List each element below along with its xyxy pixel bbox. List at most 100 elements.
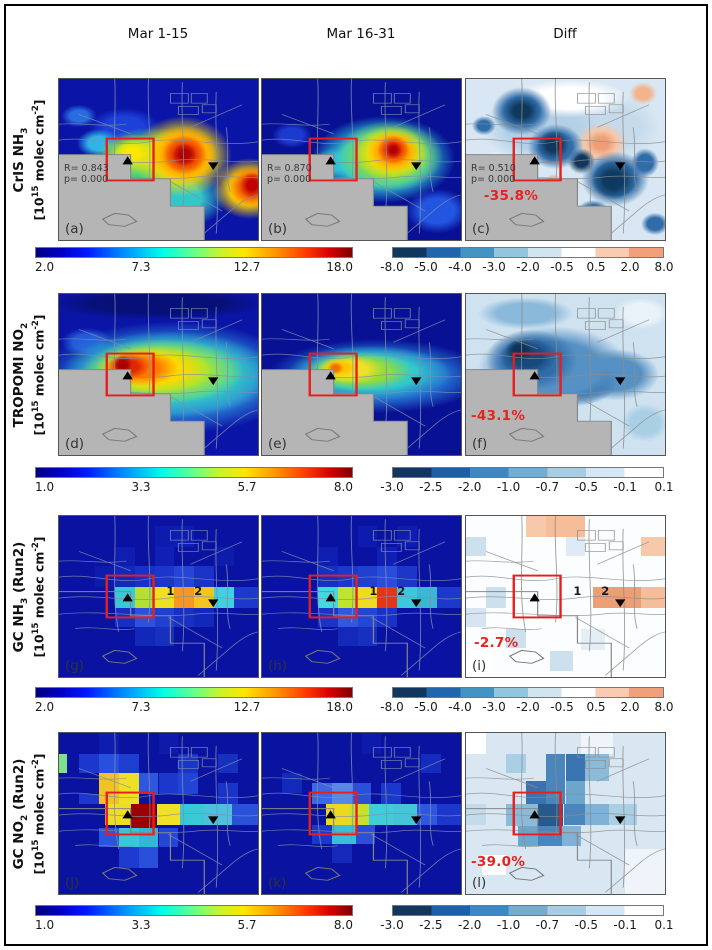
island-outline (508, 212, 545, 227)
diff-colorbar-tick: -8.0 (380, 700, 404, 714)
grid-cell (174, 607, 195, 628)
coastline (466, 591, 612, 677)
grid-cell (98, 827, 119, 848)
grid-cell (377, 607, 398, 628)
island-outline (508, 649, 545, 664)
diff-colorbar-tick: -2.0 (457, 918, 482, 932)
up-triangle-marker (325, 156, 336, 165)
diff-colorbar-tick: -0.5 (550, 700, 574, 714)
grid-cell (537, 826, 562, 846)
diff-colorbar-tick: 0.1 (654, 480, 674, 494)
roads-lines (262, 733, 461, 893)
main-colorbar-tick: 5.7 (237, 918, 257, 932)
study-region-box (512, 137, 562, 182)
main-colorbar-tick: 8.0 (333, 480, 353, 494)
main-colorbar-tick: 12.7 (233, 260, 261, 274)
site-label-1: 1 (166, 583, 175, 598)
coastline (59, 591, 205, 677)
row-label-unit: [1015 molec cm-2] (31, 313, 47, 436)
coastline (262, 591, 408, 677)
stat-correlation: R= 0.510 (470, 163, 516, 175)
main-colorbar (35, 247, 353, 258)
grid-cell (357, 525, 378, 547)
grid-cell (525, 516, 546, 537)
grid-cell (585, 753, 610, 782)
map-panel-k: (k) (261, 732, 462, 895)
down-triangle-marker (411, 162, 422, 171)
grid-cell (481, 855, 506, 875)
grid-cell (118, 847, 139, 869)
grid-cell (625, 848, 665, 894)
diff-colorbar-tick: -2.5 (419, 480, 443, 494)
grid-cell (377, 565, 398, 587)
grid-cell (505, 628, 526, 648)
grid-cell (174, 525, 195, 547)
grid-cell (549, 651, 574, 671)
island-outline (508, 866, 545, 881)
row-label-species: GC NO2 (Run2) (11, 758, 30, 869)
diff-colorbar-tick: 8.0 (654, 700, 674, 714)
grid-cell (194, 565, 215, 587)
map-overlay (59, 79, 258, 240)
row-label-0: CrIS NH3 [1015 molec cm-2] (2, 78, 56, 241)
row-label-text: TROPOMI NO2 [1015 molec cm-2] (11, 314, 47, 435)
diff-colorbar-tick: -0.5 (574, 918, 598, 932)
grid-cell (78, 753, 99, 774)
map-panel-a: R= 0.843 p= 0.000 (a) (58, 78, 259, 241)
study-region-box (512, 352, 562, 397)
main-colorbar-tick: 18.0 (326, 260, 353, 274)
down-triangle-marker (411, 377, 422, 386)
grid-cell (94, 565, 115, 587)
grid-cell (156, 803, 181, 825)
study-region-box (308, 791, 358, 836)
column-header-period1: Mar 1-15 (127, 26, 189, 42)
grid-cell (130, 803, 157, 828)
study-region-box (105, 352, 155, 397)
diff-colorbar-tick: -0.5 (550, 260, 574, 274)
grid-cell (641, 536, 665, 557)
stat-correlation: R= 0.843 (63, 163, 109, 175)
main-colorbar-tick: 2.0 (35, 700, 55, 714)
map-overlay (466, 733, 665, 894)
diff-colorbar-tick: 0.5 (586, 700, 606, 714)
grid-cell (331, 844, 352, 864)
grid-cell (466, 651, 490, 671)
grid-cell (138, 773, 159, 795)
map-panel-e: (e) (261, 293, 462, 456)
grid-cell (357, 627, 378, 647)
grid-cell (178, 773, 199, 795)
diff-colorbar-tick: -4.0 (448, 700, 472, 714)
grid-cell (357, 607, 378, 628)
diff-colorbar-tick: 0.5 (586, 260, 606, 274)
grid-cell (114, 546, 135, 566)
island-outline (304, 649, 341, 664)
main-colorbar-tick: 5.7 (237, 480, 257, 494)
down-triangle-marker (615, 599, 626, 608)
diff-percentage: -35.8% (483, 188, 539, 205)
panel-letter: (l) (471, 874, 487, 891)
down-triangle-marker (208, 599, 219, 608)
up-triangle-marker (122, 156, 133, 165)
coastline (262, 808, 408, 894)
grid-cell (98, 733, 119, 754)
study-region-box (105, 574, 155, 619)
diff-colorbar (392, 247, 664, 258)
up-triangle-marker (325, 593, 336, 602)
grid-cell (417, 803, 438, 825)
panel-letter: (g) (64, 657, 85, 674)
up-triangle-marker (529, 371, 540, 380)
grid-cell (585, 803, 610, 825)
coastline (262, 369, 408, 455)
diff-colorbar-tick: -0.1 (613, 918, 637, 932)
grid-cell (174, 586, 195, 608)
ocean-mask (59, 369, 205, 455)
map-panel-g: 1 2 (g) (58, 515, 259, 678)
grid-cell (421, 753, 442, 774)
grid-cell (218, 782, 239, 804)
diff-colorbar-tick: -3.0 (482, 700, 506, 714)
grid-cell (78, 794, 99, 804)
row-label-species: CrIS NH3 (11, 127, 30, 192)
roads-lines (262, 79, 461, 239)
down-triangle-marker (208, 377, 219, 386)
main-colorbar (35, 687, 353, 698)
